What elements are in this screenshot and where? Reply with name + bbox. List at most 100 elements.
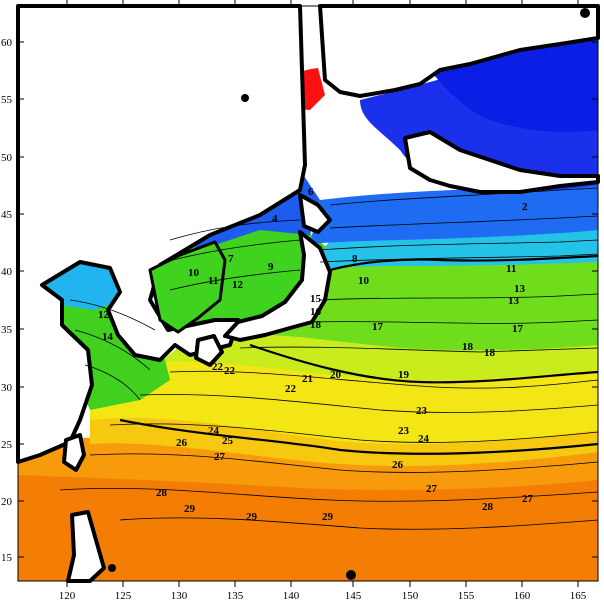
isotherm-line [74, 329, 151, 371]
x-tick-label: 140 [283, 590, 300, 602]
contour-label: 27 [426, 483, 438, 495]
contour-label: 23 [398, 425, 410, 437]
y-tick-label: 60 [1, 37, 13, 49]
isotherm-major [329, 254, 599, 272]
contour-label: 16 [310, 306, 322, 318]
marker-dot [346, 570, 356, 580]
marker-dot [580, 8, 590, 18]
contour-label: 29 [322, 511, 334, 523]
contour-label: 15 [310, 293, 322, 305]
philippines [66, 510, 106, 583]
contour-labels: 2 4 6 7 8 9 10 10 11 11 12 12 13 13 14 1… [98, 186, 534, 523]
isotherm-line [319, 239, 599, 251]
x-tick-label: 155 [458, 590, 475, 602]
markers [108, 8, 590, 580]
contour-label: 9 [268, 261, 274, 273]
isotherm-line [69, 299, 156, 331]
ocean-yellowgreen-band [160, 330, 598, 381]
y-tick-label: 35 [1, 324, 13, 336]
contour-label: 10 [188, 267, 200, 279]
y-tick-label: 40 [1, 266, 13, 278]
japan-honshu [223, 230, 332, 342]
contour-label: 8 [352, 253, 358, 265]
x-tick-label: 120 [59, 590, 76, 602]
contour-label: 21 [302, 373, 313, 385]
contour-label: 24 [418, 433, 430, 445]
isotherm-line [84, 364, 141, 401]
taiwan [62, 433, 86, 472]
contour-label: 28 [156, 487, 168, 499]
ocean-orange-band [18, 437, 598, 490]
y-tick-labels: 15 20 25 30 35 40 45 50 55 60 [1, 37, 13, 564]
contour-label: 12 [98, 309, 110, 321]
isotherm-line [119, 517, 599, 530]
contour-label: 22 [224, 365, 236, 377]
ocean-blue-band [310, 182, 598, 244]
y-tick-label: 45 [1, 209, 13, 221]
contour-label: 28 [482, 501, 494, 513]
isotherm-line [59, 487, 599, 502]
isotherm-major [119, 418, 599, 455]
contour-label: 19 [398, 369, 410, 381]
contour-label: 27 [214, 451, 226, 463]
isotherm-line [164, 239, 301, 263]
korea-peninsula-gap [148, 240, 227, 334]
contour-label: 11 [506, 263, 516, 275]
contour-label: 18 [462, 341, 474, 353]
contour-label: 22 [285, 383, 297, 395]
contour-label: 11 [208, 275, 218, 287]
contour-label: 22 [212, 361, 224, 373]
contour-label: 18 [484, 347, 496, 359]
y-axis [18, 41, 598, 558]
marker-dot [241, 94, 249, 102]
contour-label: 7 [228, 253, 234, 265]
isotherm-major [249, 343, 599, 384]
contour-label: 29 [184, 503, 196, 515]
isotherm-line [169, 219, 301, 241]
contour-label: 4 [272, 213, 278, 225]
x-tick-labels: 120 125 130 135 140 145 150 155 160 165 [59, 590, 587, 602]
major-isotherms [119, 254, 599, 455]
isotherm-line [319, 253, 599, 263]
isotherm-line [319, 293, 599, 301]
isotherms [59, 187, 599, 530]
contour-label: 27 [522, 493, 534, 505]
y-tick-label: 25 [1, 439, 13, 451]
japan-kyushu [194, 334, 224, 367]
isotherm-line [329, 187, 599, 206]
x-tick-label: 125 [115, 590, 132, 602]
contour-label: 18 [310, 319, 322, 331]
ocean-warm-band [18, 470, 598, 581]
y-tick-label: 50 [1, 152, 13, 164]
contour-label: 17 [372, 321, 384, 333]
y-tick-label: 55 [1, 94, 13, 106]
contour-label: 13 [514, 283, 526, 295]
contour-label: 6 [308, 186, 314, 198]
x-tick-label: 130 [171, 590, 188, 602]
marker-dot [108, 564, 116, 572]
isotherm-line [239, 346, 599, 353]
landmasses [16, 4, 600, 583]
y-tick-label: 15 [1, 552, 13, 564]
contour-label: 14 [102, 331, 114, 343]
x-tick-label: 135 [227, 590, 244, 602]
isotherm-line [169, 370, 599, 389]
asia-mainland [16, 4, 307, 464]
x-axis [66, 0, 579, 587]
contour-label: 20 [330, 369, 342, 381]
y-tick-label: 20 [1, 496, 13, 508]
contour-label: 2 [522, 201, 528, 213]
isotherm-line [169, 269, 301, 291]
contour-label: 26 [392, 459, 404, 471]
contour-label: 17 [512, 323, 524, 335]
contour-label: 29 [246, 511, 258, 523]
isotherm-line [139, 394, 599, 413]
japan-hokkaido [298, 193, 332, 234]
contour-label: 26 [176, 437, 188, 449]
y-tick-label: 30 [1, 382, 13, 394]
plot-frame [17, 5, 599, 582]
isotherm-line [329, 215, 599, 229]
contour-label: 24 [208, 425, 220, 437]
contour-label: 25 [222, 435, 234, 447]
